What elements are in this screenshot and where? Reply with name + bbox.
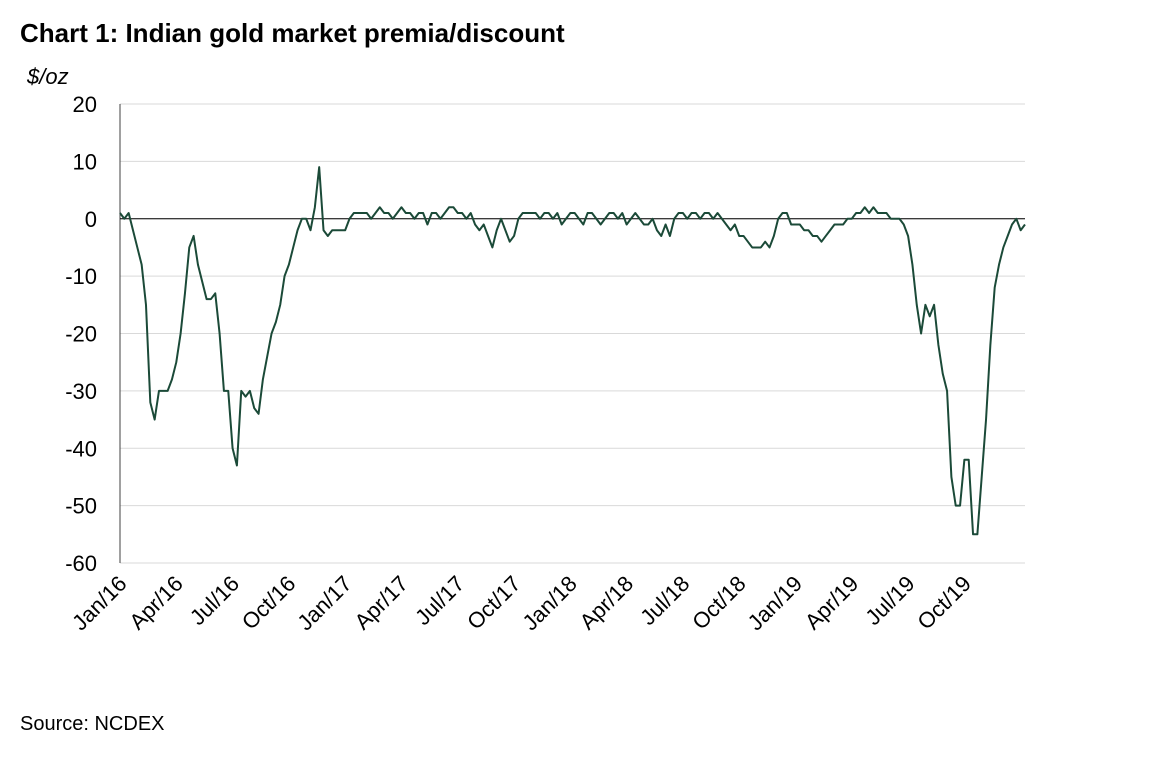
x-tick-label: Apr/18 [575, 571, 639, 635]
x-tick-label: Jul/18 [635, 571, 694, 630]
x-tick-label: Jul/19 [860, 571, 919, 630]
source-note: Source: NCDEX [20, 713, 165, 735]
x-tick-label: Jan/17 [292, 571, 356, 635]
y-tick-label: -40 [65, 436, 97, 461]
x-tick-label: Apr/16 [124, 571, 188, 635]
x-tick-label: Jan/19 [743, 571, 807, 635]
y-tick-label: -60 [65, 551, 97, 576]
x-tick-label: Apr/17 [349, 571, 413, 635]
y-tick-label: -10 [65, 264, 97, 289]
x-tick-label: Jul/17 [410, 571, 469, 630]
data-line [119, 166, 1026, 536]
y-tick-label: 0 [85, 207, 97, 232]
y-tick-label: 20 [73, 92, 97, 117]
y-tick-label: 10 [73, 149, 97, 174]
x-tick-label: Oct/18 [687, 571, 751, 635]
y-tick-label: -30 [65, 379, 97, 404]
x-tick-label: Jul/16 [185, 571, 244, 630]
x-tick-label: Oct/16 [237, 571, 301, 635]
y-axis-label: $/oz [26, 64, 69, 89]
y-tick-label: -20 [65, 322, 97, 347]
x-tick-label: Oct/19 [912, 571, 976, 635]
x-tick-label: Jan/16 [67, 571, 131, 635]
x-tick-label: Apr/19 [800, 571, 864, 635]
y-tick-label: -50 [65, 494, 97, 519]
x-tick-label: Oct/17 [462, 571, 526, 635]
x-tick-label: Jan/18 [517, 571, 581, 635]
chart-title: Chart 1: Indian gold market premia/disco… [20, 18, 565, 48]
